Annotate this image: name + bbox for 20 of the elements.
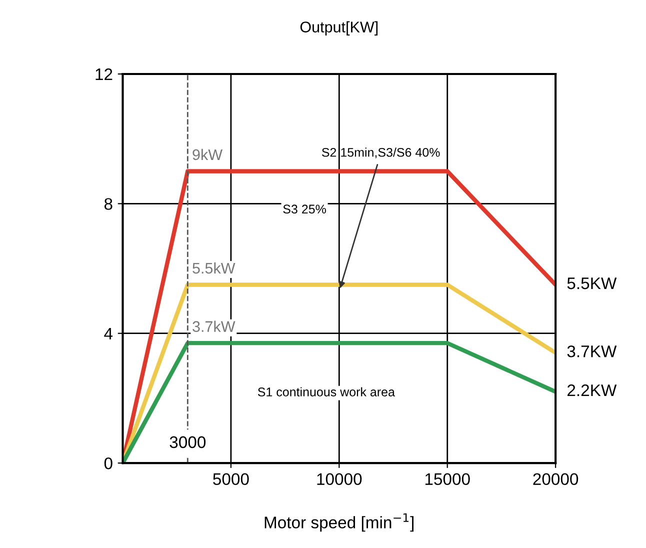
- y-tick-label: 4: [104, 328, 113, 340]
- x-tick-label: 20000: [533, 473, 578, 486]
- annotation: S3 25%: [283, 204, 326, 214]
- annotation: 9kW: [192, 148, 222, 160]
- x-tick-label: 5000: [213, 473, 249, 486]
- annotation: S2 15min,S3/S6 40%: [322, 148, 440, 158]
- x-axis-title: Motor speed [min$^{−1}$]: [264, 513, 414, 532]
- y-tick-label: 12: [96, 68, 112, 80]
- y-tick-label: 0: [104, 457, 112, 470]
- annotation: 5.5kW: [192, 262, 236, 274]
- y-tick-label: 8: [104, 198, 112, 210]
- annotation: 3.7KW: [567, 345, 617, 358]
- ref-line-label: 3000: [170, 436, 206, 448]
- annotation: 3.7kW: [192, 320, 236, 332]
- x-tick-label: 15000: [425, 473, 470, 486]
- x-tick-label: 10000: [317, 473, 362, 486]
- annotation: 2.2KW: [568, 384, 617, 396]
- annotation: 5.5KW: [567, 278, 617, 290]
- chart-title: Output[KW]: [300, 21, 378, 36]
- annotation: S1 continuous work area: [258, 387, 395, 396]
